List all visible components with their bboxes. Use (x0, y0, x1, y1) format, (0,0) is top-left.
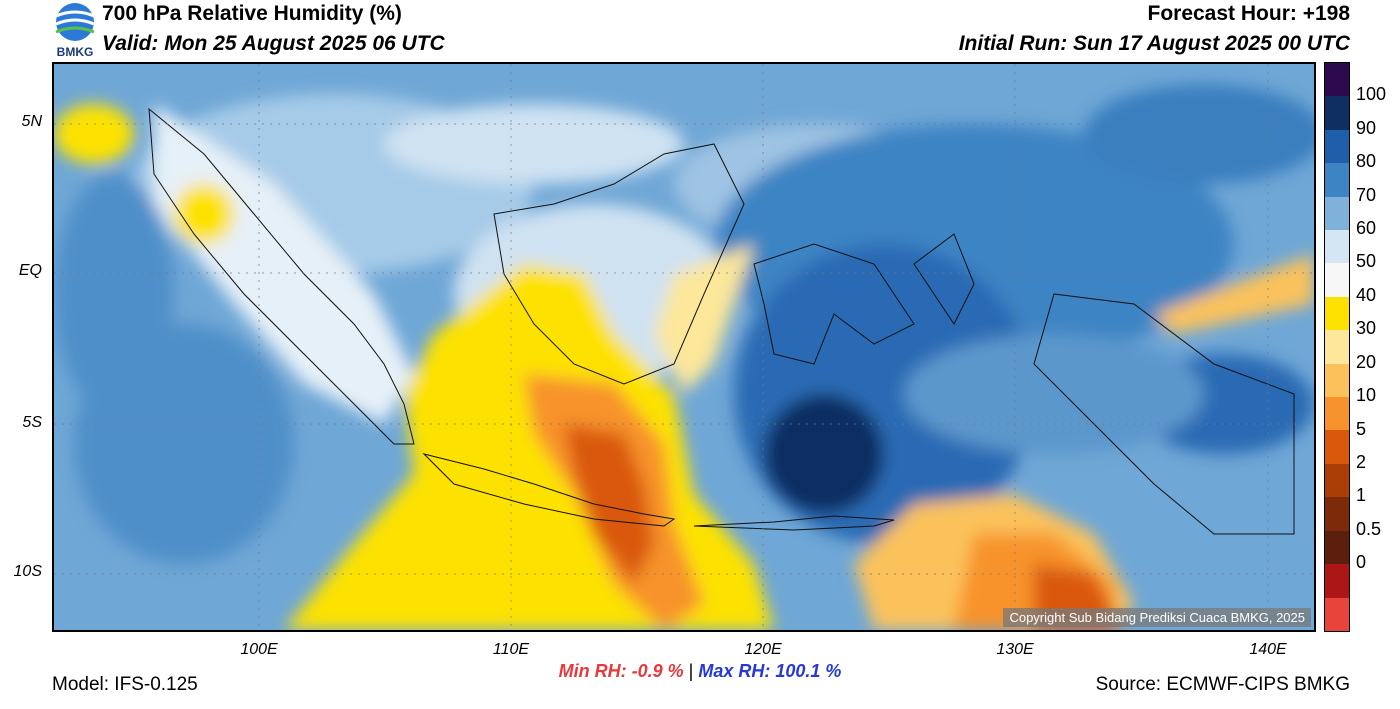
model-label: Model: IFS-0.125 (52, 674, 198, 695)
stats-separator: | (688, 661, 694, 681)
colorbar-label: 100 (1356, 84, 1387, 105)
max-rh: Max RH: 100.1 % (698, 661, 842, 681)
colorbar-segment (1325, 397, 1349, 431)
grid-lines (54, 64, 1314, 630)
bmkg-logo: BMKG (55, 3, 95, 58)
colorbar-label: 10 (1356, 385, 1377, 406)
colorbar-segment (1325, 63, 1349, 97)
colorbar-segment (1325, 330, 1349, 364)
colorbar-segment (1325, 463, 1349, 498)
rh-stats: Min RH: -0.9 % | Max RH: 100.1 % (0, 661, 1400, 682)
colorbar (1324, 62, 1350, 632)
colorbar-segment (1325, 296, 1349, 331)
colorbar-segment (1325, 363, 1349, 398)
map-field (54, 64, 1314, 630)
valid-time: Valid: Mon 25 August 2025 06 UTC (102, 32, 445, 55)
copyright-label: Copyright Sub Bidang Prediksi Cuaca BMKG… (1003, 608, 1311, 627)
colorbar-label: 0.5 (1356, 518, 1382, 539)
coastlines (148, 107, 1295, 535)
colorbar-segment (1325, 430, 1349, 464)
lon-tick-130e: 130E (996, 641, 1034, 658)
colorbar-label: 30 (1356, 318, 1377, 339)
colorbar-segment (1325, 530, 1349, 565)
colorbar-segment (1325, 597, 1349, 631)
colorbar-label: 60 (1356, 218, 1377, 239)
colorbar-label: 2 (1356, 451, 1367, 472)
colorbar-label: 1 (1356, 485, 1367, 506)
colorbar-label: 40 (1356, 284, 1377, 305)
colorbar-label: 0 (1356, 552, 1367, 573)
lon-tick-110e: 110E (492, 641, 530, 658)
lat-tick-5s: 5S (22, 414, 42, 431)
colorbar-label: 80 (1356, 151, 1377, 172)
min-rh: Min RH: -0.9 % (558, 661, 684, 681)
lon-tick-100e: 100E (240, 641, 278, 658)
colorbar-segment (1325, 129, 1349, 164)
lon-tick-120e: 120E (744, 641, 782, 658)
colorbar-segment (1325, 96, 1349, 130)
colorbar-segment (1325, 564, 1349, 598)
colorbar-label: 20 (1356, 351, 1377, 372)
initial-run: Initial Run: Sun 17 August 2025 00 UTC (958, 32, 1350, 55)
colorbar-label: 70 (1356, 184, 1377, 205)
humidity-map: Copyright Sub Bidang Prediksi Cuaca BMKG… (52, 62, 1316, 632)
lat-tick-10s: 10S (13, 563, 42, 580)
forecast-hour: Forecast Hour: +198 (1147, 2, 1351, 25)
colorbar-label: 50 (1356, 251, 1377, 272)
colorbar-segment (1325, 196, 1349, 231)
colorbar-segment (1325, 497, 1349, 531)
colorbar-segment (1325, 263, 1349, 297)
lat-tick-5n: 5N (21, 113, 42, 130)
source-label: Source: ECMWF-CIPS BMKG (1095, 674, 1350, 695)
svg-text:BMKG: BMKG (57, 45, 94, 58)
chart-title: 700 hPa Relative Humidity (%) (102, 2, 402, 25)
colorbar-label: 5 (1356, 418, 1367, 439)
colorbar-label: 90 (1356, 117, 1377, 138)
lon-tick-140e: 140E (1249, 641, 1287, 658)
colorbar-segment (1325, 163, 1349, 197)
lat-tick-eq: EQ (18, 262, 42, 279)
colorbar-segment (1325, 230, 1349, 264)
